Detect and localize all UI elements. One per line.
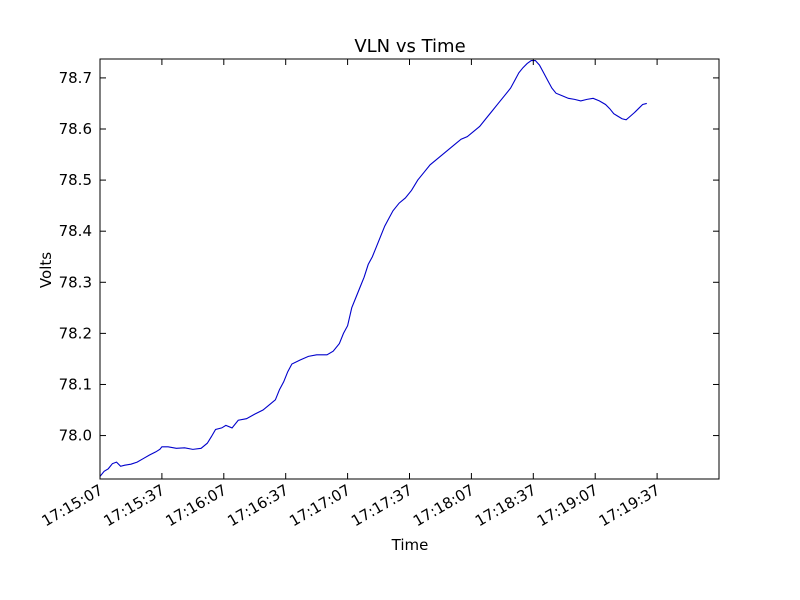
y-tick-label: 78.2	[59, 324, 92, 342]
x-tick-label: 17:15:07	[39, 481, 106, 530]
x-axis-label: Time	[391, 536, 429, 554]
chart-title: VLN vs Time	[354, 36, 465, 57]
x-tick-label: 17:19:37	[596, 481, 663, 530]
x-tick-label: 17:19:07	[534, 481, 601, 530]
y-axis-label: Volts	[37, 252, 55, 288]
y-tick-label: 78.0	[59, 427, 92, 445]
y-tick-label: 78.5	[59, 171, 92, 189]
x-tick-label: 17:17:07	[286, 481, 353, 530]
plot-frame	[99, 58, 720, 480]
y-tick-label: 78.4	[59, 222, 92, 240]
x-tick-label: 17:15:37	[101, 481, 168, 530]
y-tick-label: 78.1	[59, 375, 92, 393]
y-tick-label: 78.3	[59, 273, 92, 291]
x-tick-label: 17:18:37	[472, 481, 539, 530]
series-line-0	[99, 59, 647, 477]
x-tick-label: 17:17:37	[348, 481, 415, 530]
plot-area: 78.0 78.1 78.2 78.3 78.4 78.5 78.6 78.7 17:15:07…	[39, 59, 719, 530]
y-tick-label: 78.7	[59, 69, 92, 87]
x-tick-label: 17:16:37	[224, 481, 291, 530]
y-tick-label: 78.6	[59, 120, 92, 138]
x-tick-label: 17:18:07	[410, 481, 477, 530]
x-tick-label: 17:16:07	[162, 481, 229, 530]
